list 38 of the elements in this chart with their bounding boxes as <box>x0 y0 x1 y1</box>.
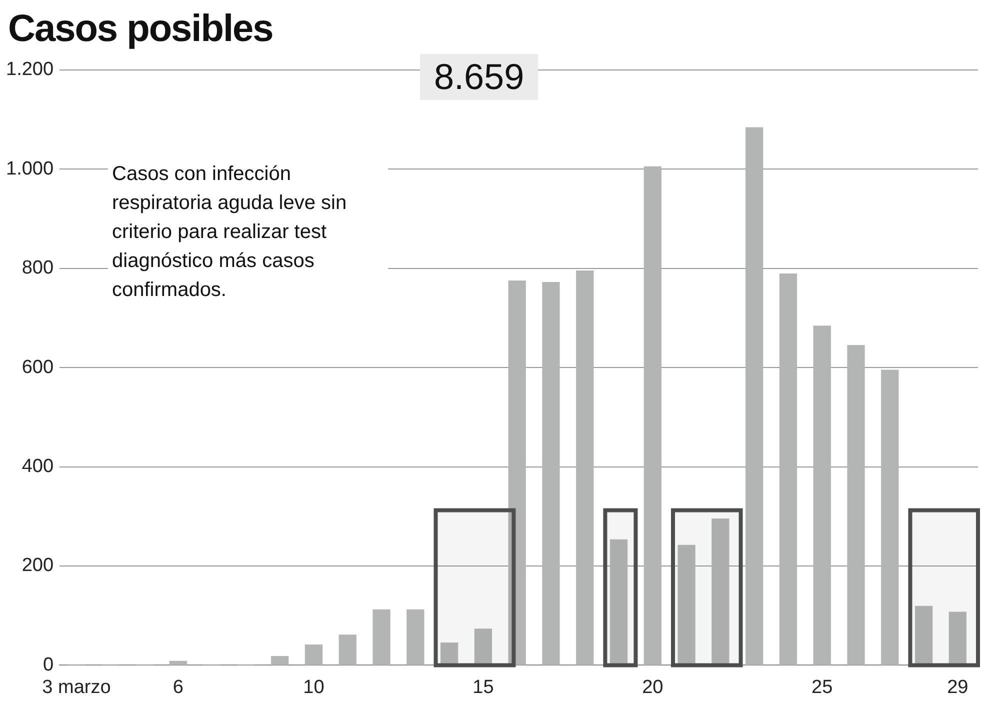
chart-title: Casos posibles <box>8 8 273 51</box>
annotation: Casos con infección respiratoria aguda leve sin criterio para realizar test diagnóstico más casos confirmados. <box>108 160 388 305</box>
y-tick-label: 1.200 <box>6 59 54 80</box>
bar <box>881 370 899 666</box>
bar <box>745 127 764 666</box>
bar <box>813 326 831 666</box>
bar <box>271 656 289 666</box>
y-tick-label: 600 <box>22 356 54 378</box>
x-tick-label: 3 marzo <box>42 676 111 698</box>
bar <box>644 166 662 666</box>
x-tick-label: 25 <box>812 676 833 698</box>
bar <box>576 270 594 666</box>
bar <box>440 642 458 666</box>
bar <box>779 274 798 666</box>
bar <box>542 282 560 666</box>
bar <box>847 344 865 666</box>
bar <box>338 634 356 666</box>
x-tick-label: 6 <box>172 676 184 698</box>
bar <box>678 544 696 666</box>
bar <box>474 628 492 666</box>
y-tick-label: 200 <box>22 555 54 576</box>
bar <box>508 280 526 666</box>
x-tick-label: 15 <box>472 676 494 698</box>
x-tick-label: 20 <box>642 676 664 698</box>
bar <box>914 606 933 666</box>
x-tick-label: 10 <box>303 676 324 698</box>
bar <box>948 612 966 666</box>
bar <box>372 609 390 666</box>
y-tick-label: 1.000 <box>6 158 54 180</box>
y-tick-label: 400 <box>22 456 54 478</box>
annotation: 8.659 <box>420 54 538 100</box>
bar <box>406 609 424 666</box>
bar <box>169 660 187 666</box>
bar <box>304 644 323 666</box>
bar <box>712 518 730 666</box>
x-tick-label: 29 <box>947 676 968 698</box>
y-tick-label: 800 <box>22 258 54 279</box>
y-tick-label: 0 <box>42 654 54 676</box>
